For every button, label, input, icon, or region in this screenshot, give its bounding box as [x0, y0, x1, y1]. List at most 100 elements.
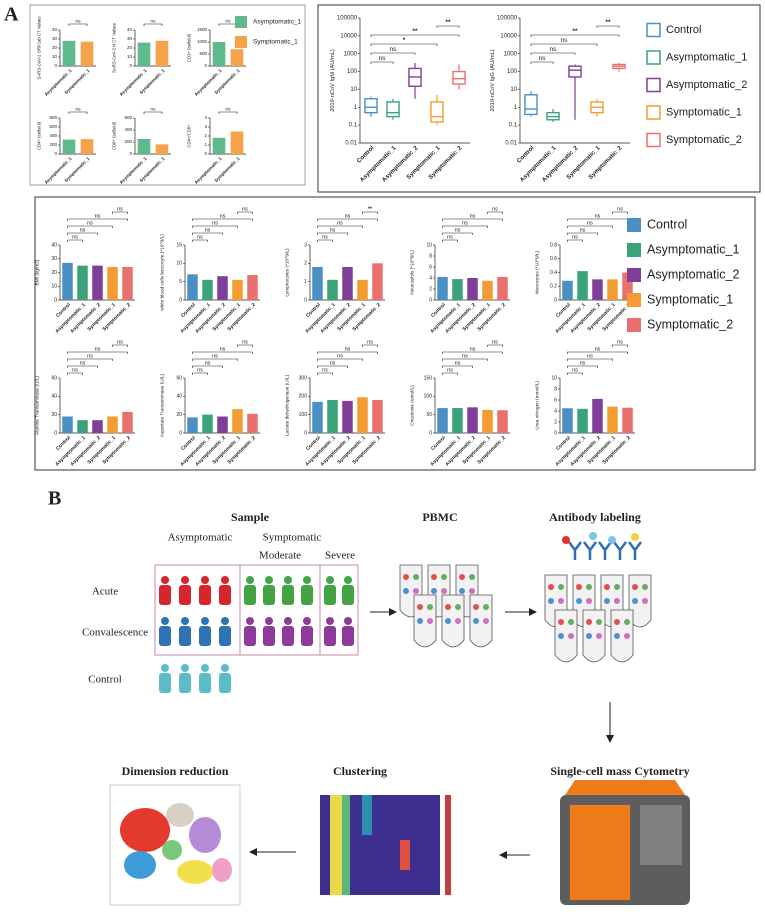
person-body [263, 585, 275, 605]
panel-label: B [48, 488, 61, 510]
y-tick-label: 0 [204, 63, 207, 68]
significance-bracket [596, 25, 620, 28]
cell [586, 598, 592, 604]
significance-bracket [442, 351, 503, 354]
y-tick-label: 400 [124, 127, 132, 132]
cell [473, 618, 479, 624]
legend-swatch [646, 22, 661, 38]
significance-label: ns [470, 346, 476, 352]
person-head [161, 664, 169, 672]
significance-label: ** [368, 206, 373, 212]
significance-bracket [317, 239, 333, 242]
bar [187, 417, 198, 433]
y-tick-label: 20 [176, 412, 182, 418]
person-body [342, 585, 354, 605]
significance-bracket [567, 372, 583, 375]
row-label: Control [88, 674, 122, 686]
person-body [282, 585, 294, 605]
significance-bracket [67, 225, 113, 228]
y-tick-label: 6 [429, 264, 432, 270]
y-tick-label: 0.2 [550, 284, 557, 290]
bar [312, 401, 323, 433]
person-body [219, 585, 231, 605]
significance-label: ns [322, 234, 328, 240]
box [364, 98, 378, 114]
significance-bracket [442, 232, 473, 235]
cell [624, 633, 630, 639]
legend-swatch [646, 105, 661, 120]
y-tick-label: 60 [51, 375, 57, 381]
legend-label: Symptomatic_2 [647, 317, 733, 331]
x-tick-label: Symptomatic_2 [226, 435, 257, 466]
y-tick-label: 10000 [340, 33, 357, 39]
y-tick-label: 15 [176, 242, 182, 248]
significance-label: ns [72, 367, 78, 373]
cell [427, 604, 433, 610]
bar [437, 276, 448, 300]
bar [562, 280, 573, 300]
cell [483, 618, 489, 624]
cytometer [560, 780, 690, 905]
person-body [282, 626, 294, 646]
person-head [326, 617, 334, 625]
y-tick-label: 1 [354, 105, 358, 111]
y-tick-label: 0 [304, 297, 307, 303]
y-axis-label: Urea nitrogen (mmol/L) [534, 381, 540, 430]
y-tick-label: 0 [54, 151, 57, 156]
y-axis-label: Lymphocytes (*10^9/L) [284, 248, 290, 297]
person-head [265, 576, 273, 584]
person-body [219, 673, 231, 693]
significance-label: ns [220, 346, 226, 352]
bar [577, 408, 588, 433]
significance-bracket [442, 372, 458, 375]
y-tick-label: 0 [54, 297, 57, 303]
x-tick-label: Symptomatic_2 [101, 435, 132, 466]
significance-bracket [317, 351, 378, 354]
y-tick-label: 2 [429, 286, 432, 292]
y-axis-label: SARS-CoV-2 N CT Values [111, 23, 116, 73]
y-axis-label: BMI (kg/m2) [34, 259, 40, 285]
y-tick-label: 50 [426, 412, 432, 418]
significance-label: ns [242, 339, 248, 345]
cell [445, 604, 451, 610]
y-tick-label: 20 [51, 412, 57, 418]
significance-label: ns [117, 339, 123, 345]
y-tick-label: 200 [49, 142, 57, 147]
legend-label: Asymptomatic_2 [666, 79, 747, 91]
significance-bracket [317, 365, 348, 368]
significance-label: ns [87, 220, 93, 226]
person-head [246, 617, 254, 625]
y-tick-label: 100 [424, 394, 433, 400]
person-head [161, 576, 169, 584]
person-body [244, 585, 256, 605]
bar [155, 144, 169, 154]
y-tick-label: 200 [124, 139, 132, 144]
legend-label: Symptomatic_1 [647, 292, 733, 306]
bar [107, 267, 118, 300]
significance-bracket [442, 218, 503, 221]
step-title: Dimension reduction [122, 764, 229, 778]
person-body [179, 673, 191, 693]
significance-bracket [442, 358, 488, 361]
person-head [181, 617, 189, 625]
cell [624, 619, 630, 625]
significance-bracket [112, 344, 128, 347]
significance-bracket [143, 23, 163, 26]
cell [558, 584, 564, 590]
bar [497, 410, 508, 433]
bar [482, 280, 493, 300]
cell [431, 574, 437, 580]
cell [483, 604, 489, 610]
y-axis-label: CD4+/CD8+ [186, 124, 191, 148]
significance-bracket [67, 372, 83, 375]
significance-bracket [218, 111, 238, 114]
person-body [159, 626, 171, 646]
bar [122, 411, 133, 433]
y-tick-label: 40 [52, 27, 58, 32]
cell [441, 588, 447, 594]
cell [614, 598, 620, 604]
bar [187, 274, 198, 300]
